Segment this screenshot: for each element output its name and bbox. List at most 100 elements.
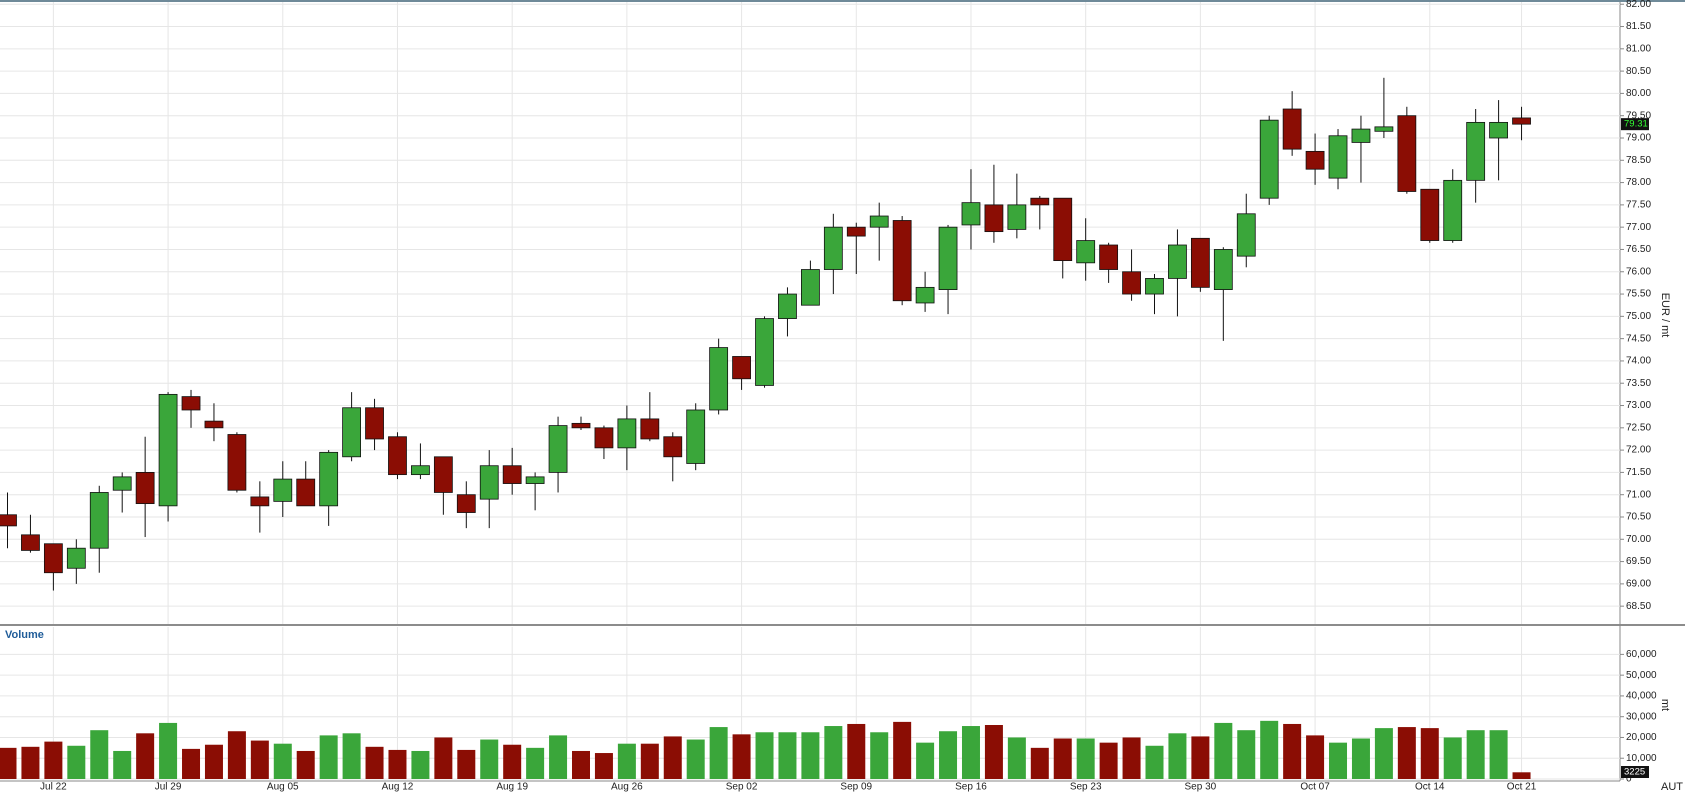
- candle-body: [732, 356, 751, 380]
- candle-body: [594, 427, 614, 449]
- volume-bar: [1283, 723, 1302, 779]
- volume-bar: [411, 750, 430, 779]
- last-volume-label: 3225: [1624, 767, 1645, 778]
- y-tick-label: 80.50: [1626, 66, 1651, 77]
- candle-body: [479, 465, 499, 500]
- y-tick-label: 74.50: [1626, 333, 1651, 344]
- volume-bar: [1191, 736, 1210, 779]
- y-tick-label: 68.50: [1626, 601, 1651, 612]
- price-axis-label: EUR / mt: [1659, 293, 1671, 338]
- top-border: [0, 0, 1685, 2]
- volume-bar: [273, 743, 292, 779]
- candle-body: [1122, 271, 1141, 295]
- x-tick-label: Sep 16: [955, 782, 987, 793]
- volume-bar: [870, 732, 889, 779]
- y-tick-label: 76.00: [1626, 266, 1651, 277]
- volume-bar: [1168, 733, 1187, 779]
- candle-body: [89, 492, 109, 549]
- candle-body: [1443, 179, 1463, 241]
- x-tick-label: Oct 21: [1507, 782, 1537, 793]
- candle-body: [1328, 135, 1348, 179]
- y-tick-label: 73.50: [1626, 378, 1651, 389]
- candle-body: [456, 494, 476, 513]
- y-tick-label: 76.50: [1626, 244, 1651, 255]
- volume-bar: [984, 725, 1003, 779]
- x-tick-label: Jul 22: [40, 782, 67, 793]
- x-tick-label: Aug 05: [267, 782, 299, 793]
- candle-body: [961, 202, 981, 226]
- volume-bar: [939, 731, 958, 779]
- candle-body: [778, 293, 797, 319]
- volume-bar: [113, 750, 132, 779]
- volume-bar: [801, 732, 820, 779]
- volume-bar: [824, 726, 843, 779]
- volume-bar: [640, 743, 659, 779]
- candle-body: [112, 476, 132, 491]
- volume-bar: [1099, 742, 1118, 779]
- volume-bar: [961, 726, 980, 779]
- volume-bar: [250, 740, 269, 779]
- volume-bar: [457, 749, 476, 779]
- x-tick-label: Aug 26: [611, 782, 643, 793]
- candle-body: [984, 204, 1004, 233]
- candle-body: [640, 418, 660, 440]
- volume-bar: [1351, 738, 1370, 779]
- candle-body: [823, 226, 843, 270]
- volume-bar: [1030, 747, 1049, 779]
- candle-body: [135, 472, 155, 505]
- volume-bar: [1374, 728, 1393, 779]
- candle-body: [709, 347, 729, 411]
- last-price-tag: [1621, 118, 1649, 131]
- volume-bar: [1329, 742, 1348, 779]
- x-tick-label: Jul 29: [155, 782, 182, 793]
- candle-body: [502, 465, 522, 484]
- volume-bar: [503, 744, 522, 779]
- y2-tick-label: 0: [1626, 774, 1632, 785]
- y2-tick-label: 10,000: [1626, 753, 1657, 764]
- volume-bar: [847, 723, 866, 779]
- volume-bar: [159, 722, 178, 779]
- volume-bar: [227, 731, 246, 779]
- volume-bar: [1420, 728, 1439, 779]
- last-volume-tag: [1621, 766, 1649, 778]
- candle-body: [755, 318, 774, 386]
- volume-bar: [44, 741, 63, 779]
- volume-bar: [182, 748, 201, 779]
- candle-body: [1374, 126, 1394, 132]
- volume-bar: [893, 721, 912, 779]
- y-tick-label: 78.00: [1626, 177, 1651, 188]
- volume-bar: [1306, 735, 1325, 779]
- volume-bar: [572, 750, 590, 779]
- volume-bar: [21, 746, 40, 779]
- y2-tick-label: 60,000: [1626, 649, 1657, 660]
- x-tick-label: Oct 07: [1300, 782, 1330, 793]
- candle-body: [525, 476, 545, 484]
- volume-bar: [526, 747, 545, 779]
- volume-bar: [686, 739, 705, 779]
- volume-bar: [1122, 737, 1141, 779]
- candle-body: [1168, 244, 1187, 279]
- candle-body: [250, 496, 270, 507]
- candle-body: [1351, 128, 1371, 143]
- candle-body: [158, 393, 178, 507]
- y-tick-label: 81.00: [1626, 43, 1651, 54]
- volume-bar: [342, 733, 361, 779]
- y-tick-label: 81.50: [1626, 21, 1651, 32]
- candle-body: [1397, 115, 1417, 192]
- candle-body: [1053, 197, 1073, 262]
- candle-body: [1007, 204, 1027, 230]
- candle-body: [1466, 121, 1486, 181]
- candle-body: [686, 409, 706, 464]
- y-tick-label: 69.00: [1626, 579, 1651, 590]
- candle-body: [846, 226, 866, 237]
- candle-body: [915, 286, 935, 304]
- volume-title: Volume: [5, 629, 44, 641]
- candle-body: [571, 422, 591, 429]
- candle-body: [1145, 278, 1164, 295]
- x-tick-label: Sep 30: [1185, 782, 1217, 793]
- y-tick-label: 82.00: [1626, 0, 1651, 10]
- candle-body: [801, 269, 820, 306]
- candle-body: [296, 478, 316, 507]
- volume-bar: [0, 747, 17, 779]
